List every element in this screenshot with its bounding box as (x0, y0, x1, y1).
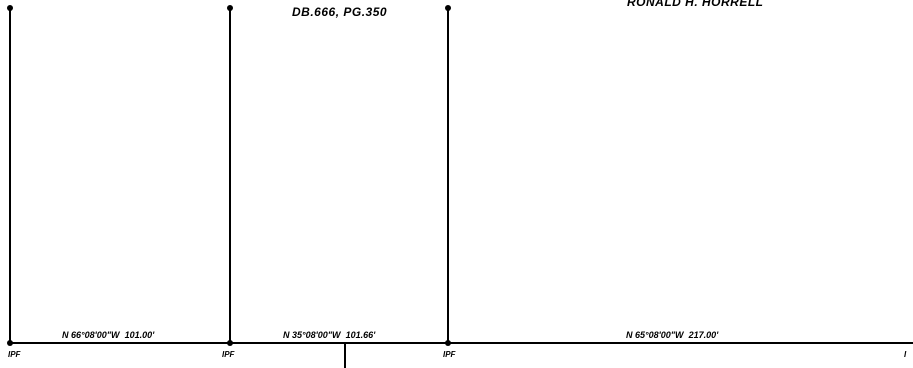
monument-dot-top-3 (445, 5, 451, 11)
monument-dot-top-2 (227, 5, 233, 11)
monument-dot-top-1 (7, 5, 13, 11)
boundary-call-1: N 66°08'00"W 101.00' (62, 331, 154, 340)
monument-label: IPF (443, 350, 456, 359)
bearing-text: N 65°08'00"W (626, 330, 684, 340)
distance-text: 101.66' (345, 330, 376, 340)
boundary-call-2: N 35°08'00"W 101.66' (283, 331, 375, 340)
monument-dot-bottom-2 (227, 340, 233, 346)
bearing-text: N 66°08'00"W (62, 330, 120, 340)
monument-dot-bottom-3 (445, 340, 451, 346)
deed-reference-label: DB.666, PG.350 (292, 5, 388, 19)
owner-name-label: RONALD H. HORRELL (627, 0, 764, 9)
boundary-call-3: N 65°08'00"W 217.00' (626, 331, 718, 340)
monument-label: IPF (8, 350, 21, 359)
monument-label: IPF (222, 350, 235, 359)
distance-text: 217.00' (688, 330, 719, 340)
distance-text: 101.00' (124, 330, 155, 340)
bearing-text: N 35°08'00"W (283, 330, 341, 340)
monument-dot-bottom-1 (7, 340, 13, 346)
monument-label: I (904, 350, 907, 359)
